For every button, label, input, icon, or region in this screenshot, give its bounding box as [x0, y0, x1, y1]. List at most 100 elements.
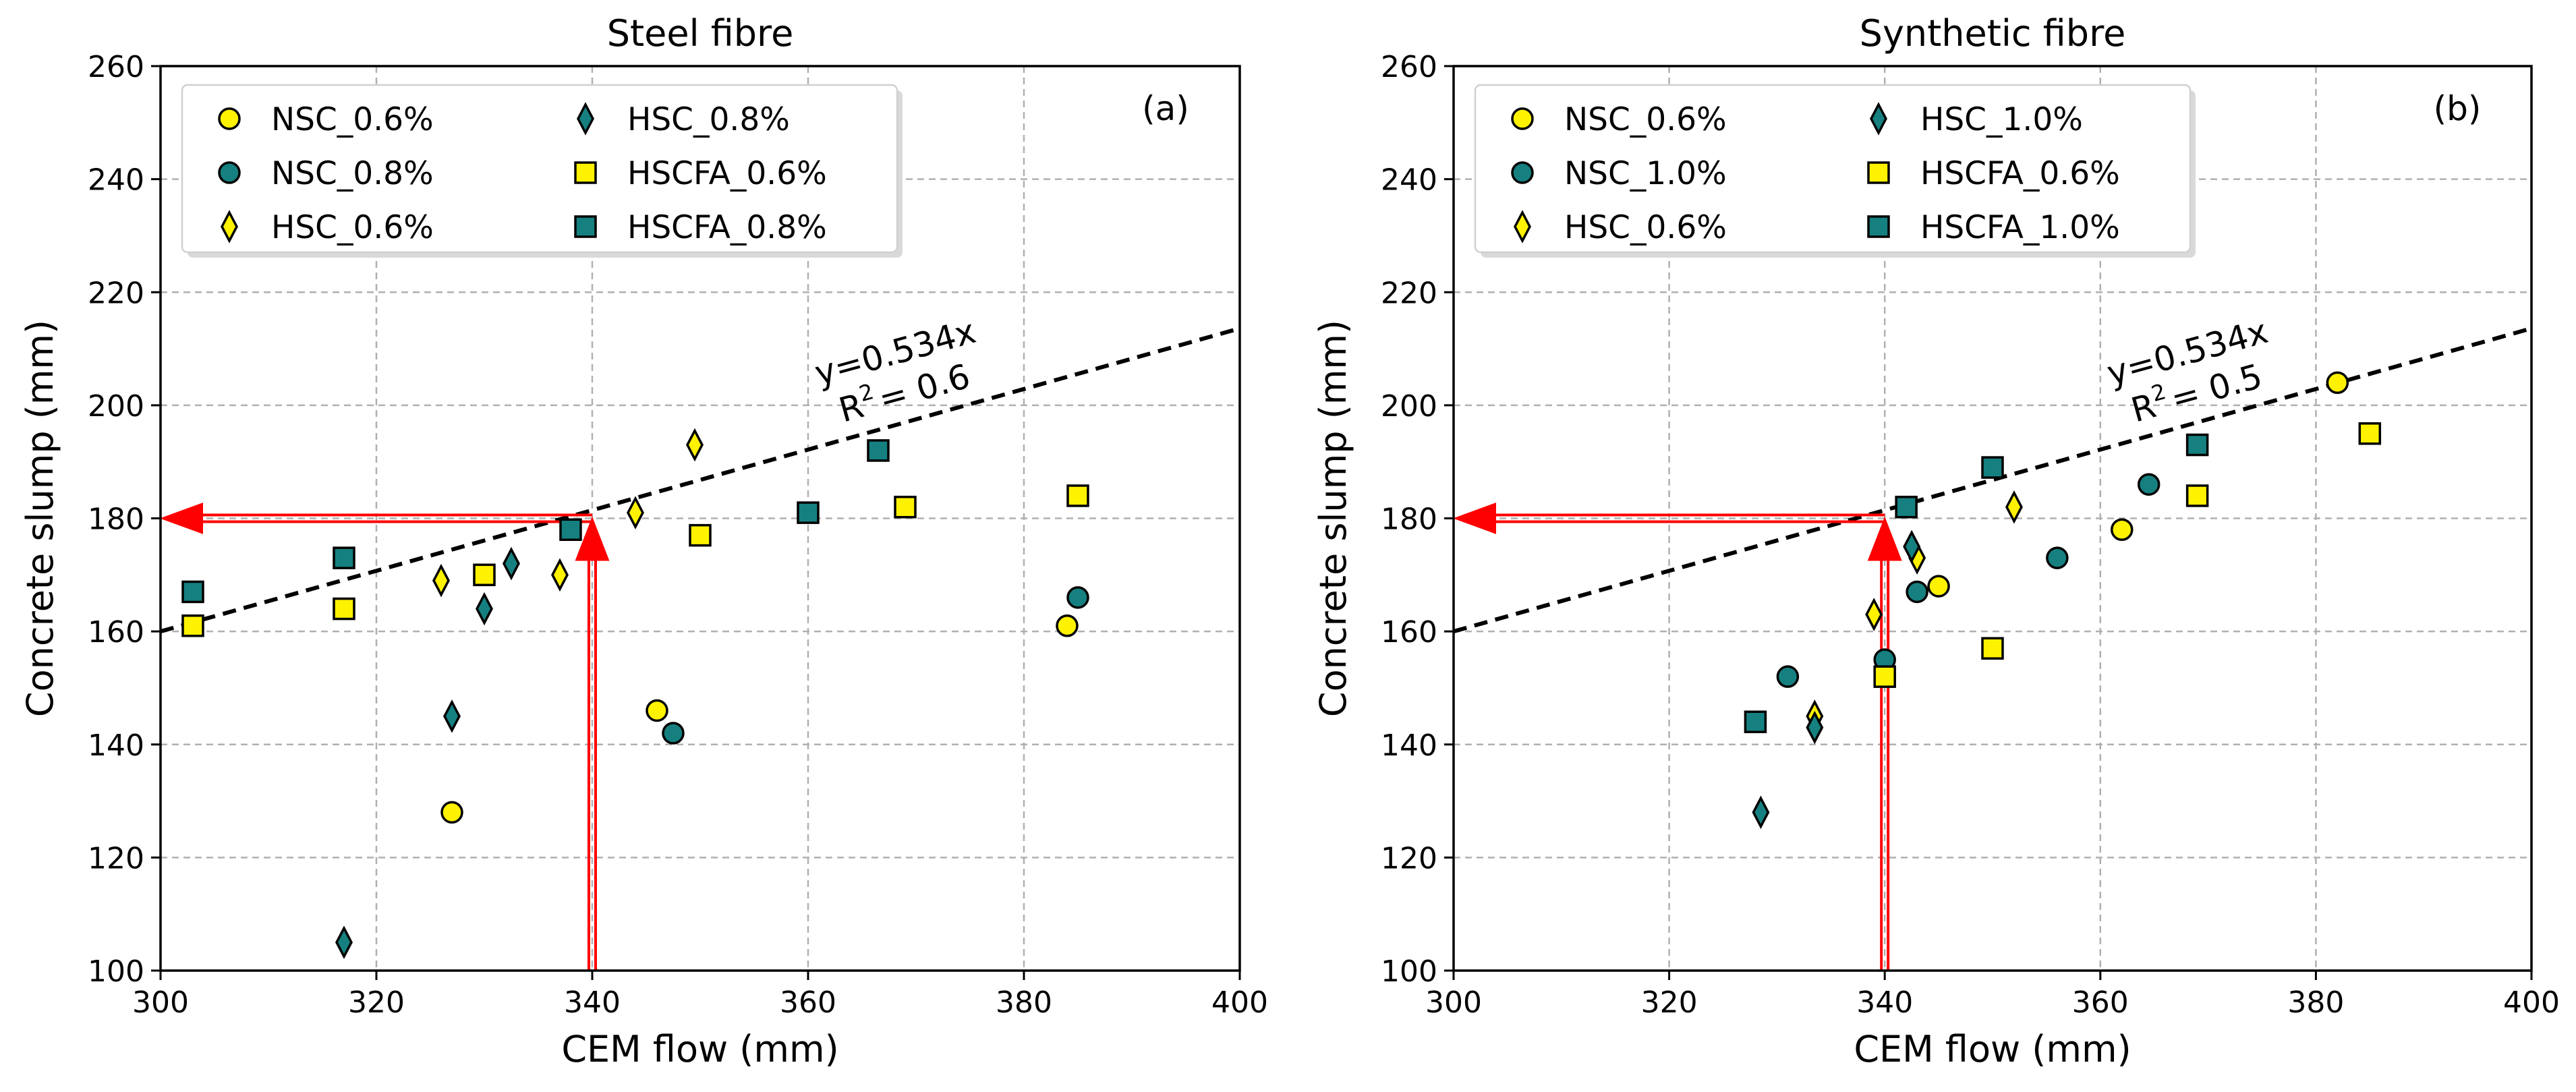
- y-tick-label: 180: [1381, 502, 1437, 537]
- y-tick-label: 220: [88, 276, 144, 310]
- data-point: [2137, 473, 2160, 496]
- legend-item: NSC_0.6%: [218, 101, 434, 138]
- data-point: [2046, 546, 2069, 569]
- guide-arrow-up: [1867, 516, 1902, 561]
- legend-label: NSC_0.6%: [271, 101, 434, 138]
- legend-item: HSC_0.6%: [221, 209, 434, 246]
- y-tick-label: 140: [88, 728, 144, 763]
- fit-line: [161, 326, 1240, 634]
- x-axis-label: CEM flow (mm): [561, 1028, 838, 1070]
- data-point: [1066, 586, 1089, 609]
- y-tick-label: 100: [1381, 954, 1437, 989]
- y-tick-label: 140: [1381, 728, 1437, 763]
- data-point: [1903, 529, 1921, 564]
- axes-frame: [1452, 65, 2533, 972]
- data-point: [2185, 484, 2209, 507]
- x-tick-label: 400: [1211, 985, 1268, 1020]
- data-point: [476, 592, 493, 626]
- data-point: [432, 563, 450, 598]
- data-point: [1873, 665, 1896, 688]
- data-point: [443, 699, 461, 733]
- plot-area: [1454, 326, 2531, 971]
- chart-title: Steel fibre: [607, 12, 794, 55]
- axes-frame: [159, 65, 1241, 972]
- legend: NSC_0.6% NSC_0.8% HSC_0.6% HSC_0.8% HSCFA_0.…: [181, 84, 903, 258]
- plot-area: [161, 326, 1240, 971]
- series-HSC_0.8%: [335, 546, 520, 959]
- data-point: [894, 495, 917, 519]
- data-point: [2358, 422, 2382, 445]
- guide-arrow-left: [1454, 502, 1496, 534]
- legend-label: NSC_0.6%: [1564, 101, 1727, 138]
- x-tick-label: 320: [1641, 985, 1698, 1020]
- data-point: [646, 699, 668, 722]
- guide-arrow-up: [575, 516, 610, 561]
- y-tick-label: 240: [88, 163, 144, 198]
- legend-label: HSCFA_0.6%: [627, 155, 827, 192]
- legend-marker: [218, 161, 241, 184]
- y-tick-label: 180: [88, 502, 144, 537]
- series-HSCFA_0.6%: [181, 484, 1089, 637]
- data-point: [1066, 484, 1089, 507]
- data-point: [1806, 710, 1824, 745]
- data-point: [1752, 795, 1770, 830]
- legend-item: HSC_1.0%: [1870, 101, 2083, 138]
- legend-item: HSCFA_0.6%: [1867, 155, 2120, 192]
- x-tick-label: 340: [1856, 985, 1913, 1020]
- data-point: [1056, 614, 1079, 637]
- y-tick-label: 220: [1381, 276, 1437, 310]
- legend-marker: [1511, 107, 1534, 130]
- legend-marker: [221, 210, 238, 243]
- series-NSC_0.6%: [440, 614, 1079, 824]
- x-tick-label: 380: [996, 985, 1052, 1020]
- x-tick-label: 320: [348, 985, 405, 1020]
- legend-label: NSC_1.0%: [1564, 155, 1727, 192]
- legend-item: NSC_1.0%: [1511, 155, 1727, 192]
- series-HSCFA_0.6%: [1873, 422, 2382, 688]
- legend-item: HSCFA_1.0%: [1867, 209, 2120, 246]
- x-tick-label: 380: [2287, 985, 2344, 1020]
- data-point: [1895, 495, 1918, 519]
- x-axis-label: CEM flow (mm): [1854, 1028, 2131, 1070]
- legend-label: HSC_1.0%: [1920, 101, 2083, 138]
- legend-label: HSC_0.8%: [627, 101, 790, 138]
- chart-panel-b: 300 320 340 360 380 400 100 120 140 160 180 200 220 2…: [1312, 12, 2560, 1070]
- data-point: [551, 558, 569, 592]
- series-NSC_0.6%: [1927, 371, 2349, 598]
- data-point: [1981, 637, 2004, 660]
- data-point: [559, 518, 582, 542]
- legend-marker: [577, 102, 594, 136]
- series-HSCFA_0.8%: [181, 439, 890, 604]
- x-tick-label: 300: [132, 985, 189, 1020]
- legend-marker: [574, 161, 597, 184]
- series-HSCFA_1.0%: [1744, 433, 2209, 733]
- legend-item: HSC_0.8%: [577, 101, 790, 138]
- legend-label: NSC_0.8%: [271, 155, 434, 192]
- legend-marker: [1867, 215, 1890, 238]
- y-axis-label: Concrete slump (mm): [19, 320, 61, 717]
- y-tick-label: 260: [88, 50, 144, 84]
- data-point: [686, 428, 704, 462]
- legend-item: NSC_0.6%: [1511, 101, 1727, 138]
- y-tick-label: 160: [1381, 615, 1437, 650]
- series-HSC_0.6%: [432, 428, 704, 598]
- series-NSC_0.8%: [662, 586, 1089, 745]
- data-point: [1906, 580, 1928, 604]
- data-point: [867, 439, 890, 462]
- chart-title: Synthetic fibre: [1860, 12, 2126, 55]
- legend-item: NSC_0.8%: [218, 155, 434, 192]
- legend-box: [1474, 84, 2192, 254]
- data-point: [333, 546, 355, 569]
- data-point: [181, 580, 204, 604]
- x-tick-label: 360: [780, 985, 836, 1020]
- series-NSC_1.0%: [1776, 473, 2160, 688]
- legend-label: HSC_0.6%: [271, 209, 434, 246]
- x-tick-label: 400: [2503, 985, 2560, 1020]
- data-point: [662, 722, 685, 745]
- data-point: [2185, 433, 2209, 457]
- r-squared-superscript: 2: [2148, 378, 2169, 407]
- chart-panel-a: 300 320 340 360 380 400 100 120 140 160 180 200 220 2…: [19, 12, 1268, 1070]
- data-point: [335, 925, 353, 959]
